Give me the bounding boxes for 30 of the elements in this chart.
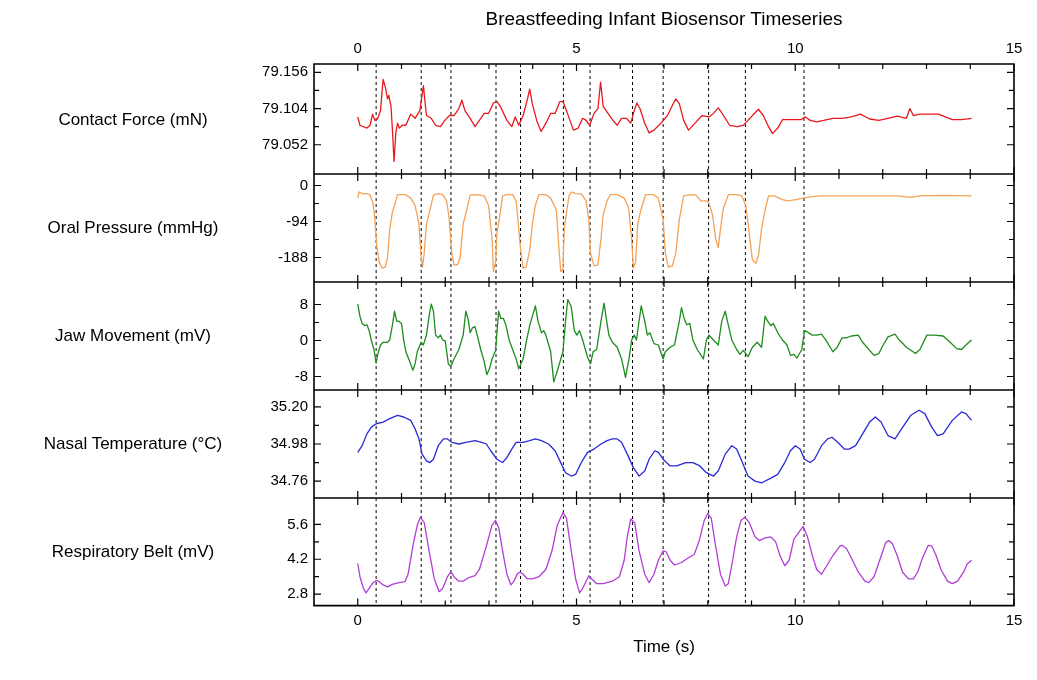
y-tick-label: 8 (299, 294, 308, 312)
y-tick-label: 79.052 (262, 134, 308, 152)
x-tick-label: 0 (353, 610, 362, 628)
y-tick-label: 79.104 (262, 98, 308, 116)
x-tick-label: 5 (572, 610, 581, 628)
y-tick-label: 0 (299, 175, 308, 193)
x-tick-label: 15 (1005, 610, 1023, 628)
y-tick-label: -8 (294, 366, 308, 384)
y-tick-label: 34.98 (270, 434, 308, 452)
y-tick-label: -94 (286, 211, 308, 229)
y-axis-title: Nasal Temperature (°C) (42, 433, 224, 455)
x2-tick-label: 0 (353, 39, 362, 57)
x2-tick-label: 5 (572, 39, 581, 57)
y-axis-title: Respiratory Belt (mV) (50, 541, 216, 563)
y-tick-label: 5.6 (287, 514, 308, 532)
y-tick-label: 35.20 (270, 397, 308, 415)
x2-tick-label: 10 (786, 39, 804, 57)
y-tick-label: 2.8 (287, 584, 308, 602)
y-tick-label: 34.76 (270, 471, 308, 489)
x-tick-label: 10 (786, 610, 804, 628)
y-tick-label: 4.2 (287, 549, 308, 567)
x-axis-title: Time (s) (633, 637, 695, 657)
chart-title: Breastfeeding Infant Biosensor Timeseries (484, 8, 844, 31)
y-tick-label: 79.156 (262, 62, 308, 80)
y-axis-title: Oral Pressure (mmHg) (46, 217, 220, 239)
x2-tick-label: 15 (1005, 39, 1023, 57)
y-axis-title: Contact Force (mN) (57, 109, 209, 131)
y-axis-title: Jaw Movement (mV) (54, 325, 212, 347)
y-tick-label: -188 (277, 247, 308, 265)
y-tick-label: 0 (299, 330, 308, 348)
